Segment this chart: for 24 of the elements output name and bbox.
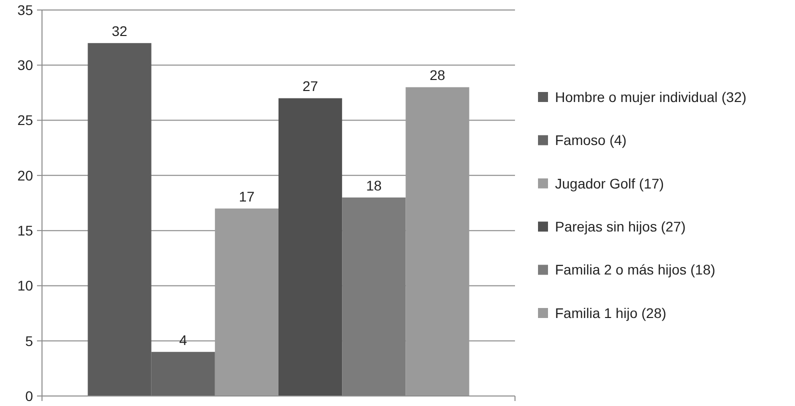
data-label: 32 [112, 23, 128, 40]
y-tick-label: 20 [17, 167, 34, 184]
y-tick-label: 5 [25, 332, 34, 349]
bar [342, 197, 406, 396]
y-tick-label: 30 [17, 57, 34, 74]
legend-label: Familia 2 o más hijos (18) [555, 262, 716, 278]
legend-label: Jugador Golf (17) [555, 175, 664, 192]
y-tick-label: 35 [17, 2, 34, 18]
data-label: 28 [430, 67, 446, 84]
data-label: 4 [179, 332, 188, 348]
legend-label: Familia 1 hijo (28) [555, 304, 666, 321]
bar [214, 208, 278, 396]
legend-label: Parejas sin hijos (27) [555, 218, 686, 234]
data-label: 27 [302, 78, 318, 94]
y-tick-label: 15 [17, 222, 34, 238]
bar [406, 87, 470, 396]
data-label: 17 [238, 188, 255, 205]
legend-label: Famoso (4) [555, 132, 627, 148]
y-tick-label: 0 [25, 388, 34, 404]
y-tick-label: 10 [17, 278, 34, 294]
legend-label: Hombre o mujer individual (32) [555, 88, 746, 105]
y-tick-label: 25 [17, 112, 34, 128]
bar [278, 98, 342, 396]
data-label: 18 [366, 177, 382, 194]
